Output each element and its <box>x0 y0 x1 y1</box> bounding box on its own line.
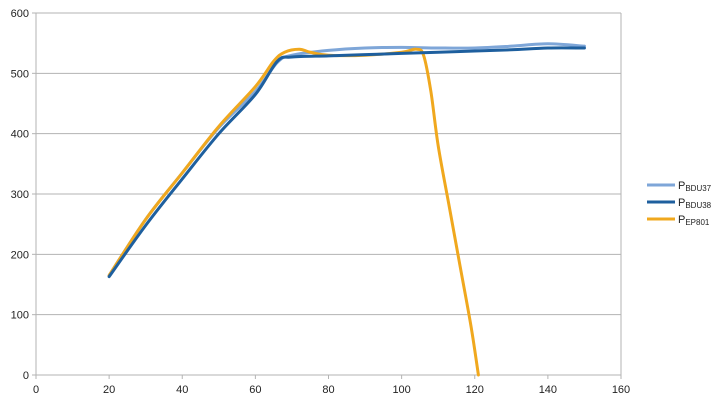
x-tick-label: 120 <box>466 384 484 396</box>
series-line-bdu38 <box>107 46 586 279</box>
series-layer <box>107 42 586 377</box>
y-tick-label: 300 <box>11 189 29 201</box>
x-tick-label: 20 <box>103 384 115 396</box>
series-line-ep801 <box>107 47 480 377</box>
legend-item-ep801: PEP801 <box>647 214 710 227</box>
x-tick-label: 160 <box>612 384 630 396</box>
x-tick-label: 80 <box>322 384 334 396</box>
legend-item-bdu38: PBDU38 <box>647 197 712 210</box>
legend-label: PEP801 <box>678 214 710 227</box>
x-tick-label: 40 <box>176 384 188 396</box>
y-tick-label: 400 <box>11 129 29 141</box>
series-line-bdu37 <box>107 42 586 277</box>
x-tick-label: 0 <box>33 384 39 396</box>
legend-label: PBDU37 <box>678 180 712 193</box>
x-tick-label: 140 <box>539 384 557 396</box>
legend-label: PBDU38 <box>678 197 712 210</box>
y-tick-label: 200 <box>11 249 29 261</box>
x-tick-label: 60 <box>249 384 261 396</box>
x-tick-label: 100 <box>392 384 410 396</box>
y-tick-label: 0 <box>23 370 29 382</box>
legend-item-bdu37: PBDU37 <box>647 180 712 193</box>
y-tick-label: 100 <box>11 310 29 322</box>
axis-layer: 0 100 200 300 400 500 600 0 20 40 60 80 100 120 140 160 <box>11 8 631 396</box>
legend: PBDU37 PBDU38 PEP801 <box>647 180 712 227</box>
y-tick-label: 600 <box>11 8 29 20</box>
grid-layer <box>36 12 621 316</box>
y-tick-label: 500 <box>11 68 29 80</box>
